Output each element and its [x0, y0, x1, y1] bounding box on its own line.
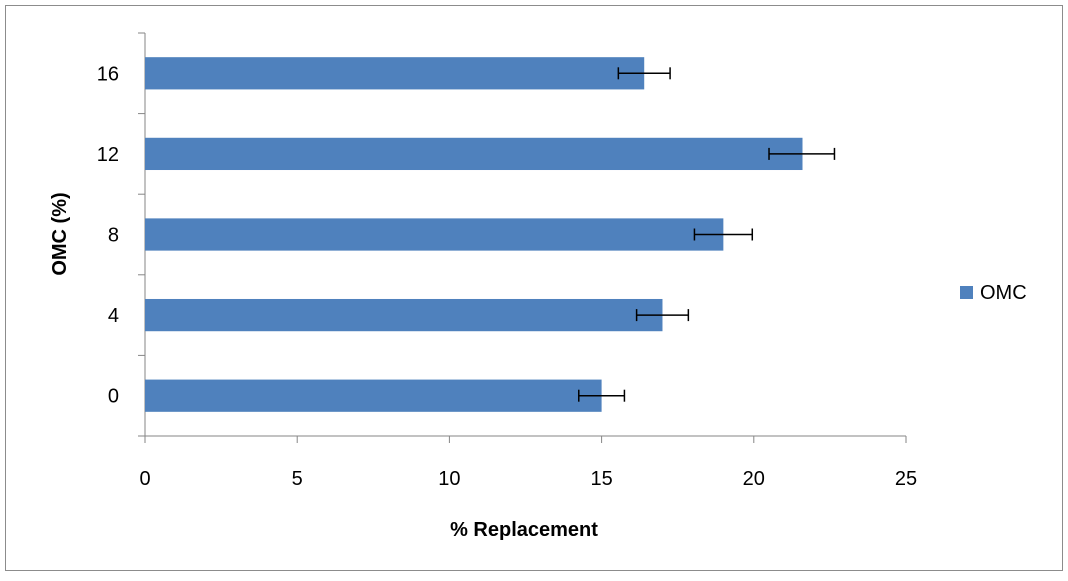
x-tick-label: 5: [292, 468, 303, 490]
x-tick-label: 15: [590, 468, 612, 490]
bar: [145, 379, 602, 412]
y-tick-label: 4: [108, 305, 119, 327]
bar: [145, 57, 645, 90]
x-tick-label: 0: [139, 468, 150, 490]
x-axis-title: % Replacement: [450, 519, 598, 541]
y-tick-label: 12: [97, 144, 119, 166]
x-tick-label: 20: [743, 468, 765, 490]
bar: [145, 298, 663, 332]
bar: [145, 137, 803, 171]
bar: [145, 218, 724, 251]
legend-swatch: [960, 286, 973, 299]
x-tick-label: 25: [895, 468, 917, 490]
legend-label: OMC: [980, 282, 1027, 304]
plot-area: 0 5 10 15 20 25 0 4 8 12 16: [97, 32, 917, 490]
x-tick-label: 10: [438, 468, 460, 490]
y-tick-label: 16: [97, 63, 119, 85]
y-tick-label: 0: [108, 386, 119, 408]
y-tick-label: 8: [108, 225, 119, 247]
chart-border: [5, 5, 1063, 571]
y-axis-title: OMC (%): [49, 192, 71, 275]
